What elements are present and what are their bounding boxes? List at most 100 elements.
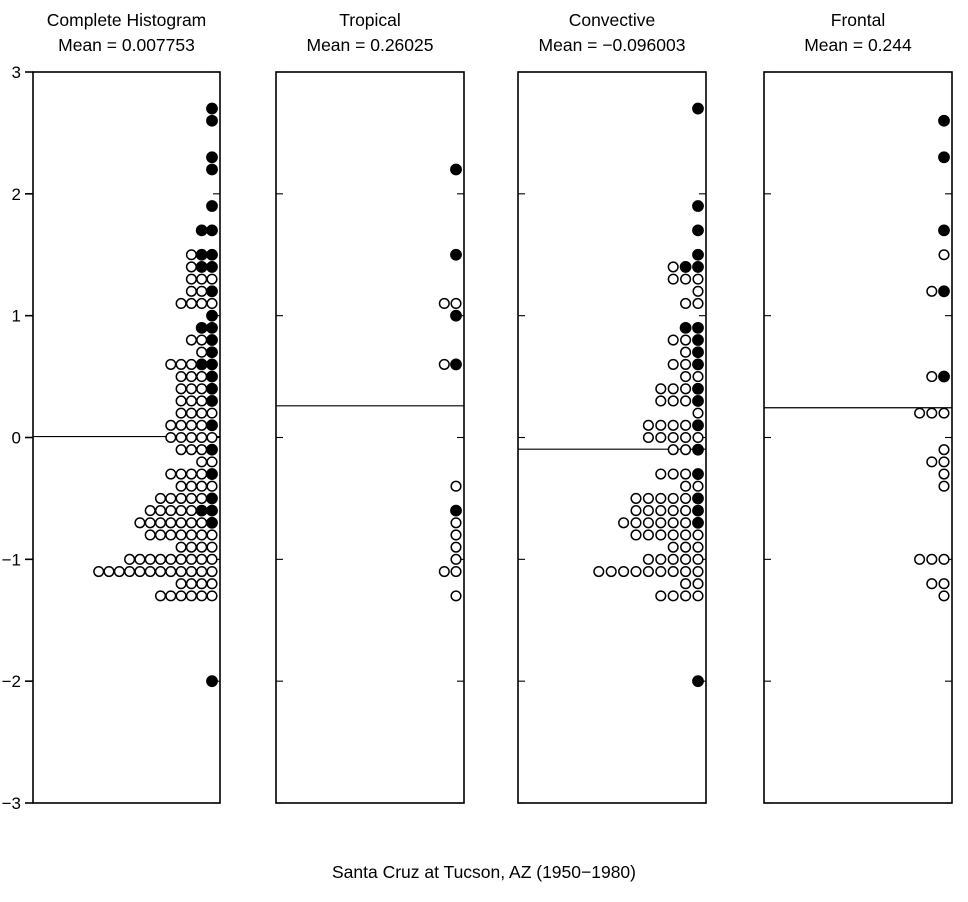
dot-open	[154, 517, 167, 529]
dot-filled	[206, 492, 218, 505]
dot-open	[154, 492, 167, 504]
dot-filled	[692, 395, 704, 407]
dot-open	[938, 249, 950, 261]
dot-open	[185, 395, 197, 407]
dot-open	[175, 553, 187, 565]
dot-open	[680, 273, 692, 285]
dot-open	[450, 297, 462, 310]
dot-open	[185, 517, 197, 529]
dot-filled	[206, 163, 218, 176]
dot-open	[196, 529, 208, 541]
dot-filled	[692, 443, 704, 456]
dot-open	[124, 565, 136, 578]
dot-open	[165, 553, 177, 565]
dot-open	[165, 505, 177, 517]
dot-open	[165, 492, 177, 504]
dot-filled	[692, 468, 704, 480]
dot-open	[185, 297, 197, 310]
dot-open	[692, 431, 704, 444]
dot-open	[630, 565, 642, 578]
dot-filled	[206, 309, 218, 322]
dot-open	[618, 565, 630, 578]
dot-open	[196, 334, 208, 346]
dot-open	[605, 565, 617, 578]
dot-open	[692, 590, 704, 602]
dot-open	[134, 553, 146, 565]
dot-open	[185, 419, 197, 431]
dot-open	[938, 590, 950, 602]
dot-filled	[206, 395, 218, 407]
dot-open	[134, 517, 146, 529]
dot-open	[165, 590, 177, 602]
dot-open	[196, 395, 208, 407]
dot-open	[175, 492, 187, 504]
dot-open	[642, 517, 654, 529]
dot-open	[206, 480, 218, 492]
dot-open	[175, 541, 187, 553]
dot-open	[185, 578, 197, 590]
panel-mean-label: Mean = 0.007753	[58, 35, 195, 55]
dot-open	[655, 431, 667, 444]
dot-open	[175, 505, 187, 517]
dot-filled	[206, 224, 218, 237]
dot-open	[642, 431, 654, 444]
dot-open	[914, 407, 926, 419]
dot-open	[667, 468, 679, 480]
dot-filled	[938, 114, 950, 127]
dot-filled	[206, 675, 218, 688]
dot-open	[692, 273, 704, 285]
dot-open	[680, 492, 692, 504]
dot-open	[667, 590, 679, 602]
dot-open	[692, 285, 704, 297]
dot-filled	[450, 309, 462, 322]
dot-open	[642, 492, 654, 504]
dot-open	[196, 383, 208, 395]
dot-open	[206, 529, 218, 541]
dot-filled	[450, 504, 462, 517]
dot-open	[154, 553, 167, 565]
dot-filled	[692, 419, 704, 432]
dot-open	[450, 517, 462, 529]
dot-open	[185, 480, 197, 492]
dot-open	[196, 346, 208, 358]
dot-open	[667, 358, 679, 370]
dot-open	[185, 541, 197, 553]
figure-caption: Santa Cruz at Tucson, AZ (1950−1980)	[331, 862, 636, 882]
dot-open	[938, 480, 950, 492]
dot-open	[692, 578, 704, 590]
dot-open	[175, 431, 187, 444]
dot-open	[667, 273, 679, 285]
dot-filled	[938, 151, 950, 164]
dot-open	[185, 285, 197, 297]
dot-open	[667, 529, 679, 541]
dot-filled	[692, 224, 704, 237]
dot-filled	[692, 492, 704, 505]
dot-open	[667, 444, 679, 456]
dot-open	[667, 553, 679, 565]
dot-open	[914, 553, 926, 565]
dot-filled	[450, 163, 462, 176]
dot-open	[680, 346, 692, 358]
dot-open	[680, 578, 692, 590]
dot-open	[450, 480, 462, 492]
dot-open	[938, 553, 950, 565]
dot-open	[196, 444, 208, 456]
dot-open	[680, 395, 692, 407]
dot-open	[938, 468, 950, 480]
dot-open	[154, 529, 167, 541]
dot-open	[642, 419, 654, 431]
dot-open	[144, 553, 156, 565]
dot-open	[655, 517, 667, 529]
dot-open	[175, 419, 187, 431]
dot-open	[206, 553, 218, 565]
dot-open	[667, 492, 679, 504]
dot-open	[196, 480, 208, 492]
dot-open	[175, 444, 187, 456]
dot-filled	[206, 443, 218, 456]
dot-open	[185, 371, 197, 383]
dot-open	[450, 553, 462, 565]
dot-open	[175, 578, 187, 590]
dot-open	[438, 565, 450, 578]
dot-open	[667, 517, 679, 529]
